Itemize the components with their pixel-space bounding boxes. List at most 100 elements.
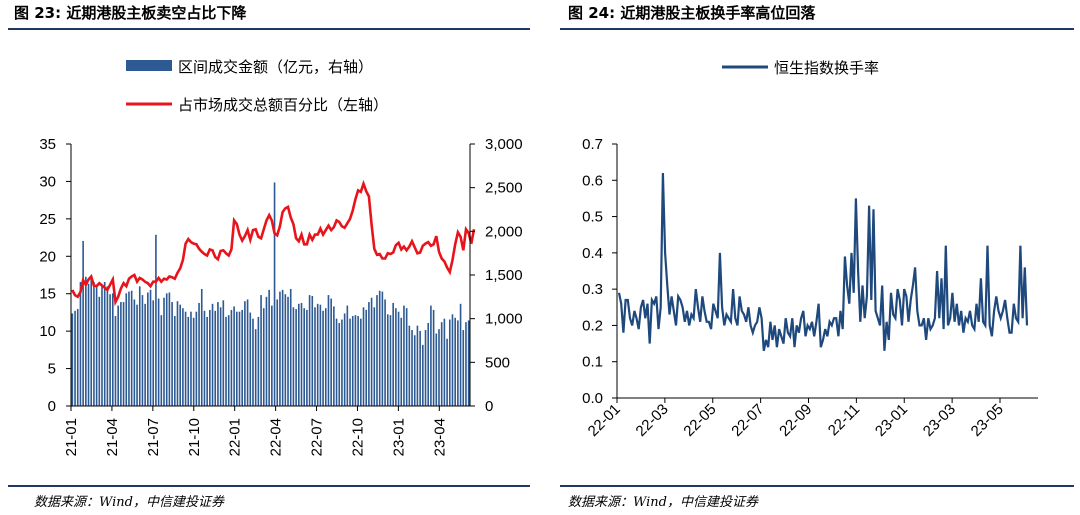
turnover-bar [405, 308, 408, 406]
turnover-bar [235, 311, 238, 406]
turnover-bar [138, 286, 141, 406]
turnover-bar [257, 316, 260, 406]
turnover-bar [219, 307, 222, 406]
left-y-tick-label: 0 [48, 398, 56, 415]
turnover-bar [324, 308, 327, 406]
turnover-bar [209, 309, 211, 406]
x-tick-label: 23-01 [872, 401, 911, 440]
turnover-bar [438, 329, 440, 406]
turnover-bar [241, 309, 243, 406]
turnover-bar [343, 313, 346, 406]
right-chart: 0.00.10.20.30.40.50.60.722-01 22-03 22-05 2… [582, 60, 1038, 440]
turnover-bar [117, 305, 119, 406]
right-y-tick-label: 0 [485, 398, 493, 415]
charts-canvas: 0 5 10 15 20 25 30 35 0 500 1,000 1,500 2,000 2,500 3,… [39, 58, 1038, 456]
turnover-bar [95, 285, 98, 406]
turnover-bar [130, 290, 133, 406]
x-tick-label: 22-07 [728, 401, 767, 440]
turnover-bar [360, 318, 362, 406]
turnover-bar [268, 289, 270, 406]
turnover-bar [341, 319, 343, 406]
left-y-tick-label: 15 [39, 286, 56, 303]
turnover-bar [76, 309, 79, 406]
turnover-bar [82, 240, 84, 406]
turnover-bar [157, 298, 160, 406]
turnover-bar [432, 309, 435, 406]
turnover-bar [111, 293, 114, 406]
turnover-bar [408, 325, 411, 406]
turnover-bar [427, 323, 430, 406]
turnover-bar [351, 316, 354, 406]
right-y-tick-label: 3,000 [485, 136, 523, 153]
turnover-bar [238, 311, 241, 406]
left-chart-legend: 区间成交金额（亿元，右轴） 占市场成交总额百分比（左轴） [126, 58, 388, 114]
turnover-bar [413, 335, 416, 406]
turnover-bar [300, 302, 303, 406]
x-tick-label: 23-03 [920, 401, 959, 440]
turnover-bar [173, 316, 176, 406]
turnover-bar [222, 300, 225, 406]
right-y-tick-label: 2,500 [485, 180, 523, 197]
turnover-bar [141, 295, 144, 406]
turnover-bar [200, 288, 203, 406]
y-tick-label: 0.5 [582, 209, 603, 226]
turnover-bar [389, 315, 392, 406]
left-title-rule [8, 28, 530, 30]
turnover-bar [206, 316, 208, 406]
turnover-bar [149, 289, 152, 406]
x-tick-label: 22-09 [776, 401, 815, 440]
turnover-bar [287, 296, 289, 406]
x-tick-label: 21-04 [104, 418, 121, 456]
y-tick-label: 0.7 [582, 136, 603, 153]
x-tick-label: 22-01 [227, 418, 244, 456]
turnover-bar [330, 298, 332, 406]
turnover-bar [252, 318, 254, 406]
hsi-turnover-line [617, 172, 1029, 352]
turnover-bar [416, 325, 419, 406]
y-tick-label: 0.1 [582, 354, 603, 371]
left-y-tick-label: 20 [39, 248, 56, 265]
turnover-bar [308, 295, 311, 406]
turnover-bar [136, 304, 138, 406]
turnover-bar [281, 289, 284, 406]
turnover-bar [376, 295, 378, 406]
turnover-bar [319, 304, 322, 406]
left-figure-title: 图 23: 近期港股主板卖空占比下降 [14, 4, 247, 22]
turnover-bar [271, 305, 273, 406]
turnover-bar [448, 319, 451, 406]
turnover-bar [362, 307, 365, 406]
turnover-bar [446, 338, 448, 406]
left-chart: 0 5 10 15 20 25 30 35 0 500 1,000 1,500 2,000 2,500 3,… [39, 58, 522, 456]
turnover-bar [440, 322, 443, 406]
turnover-bar [298, 303, 300, 406]
x-tick-label: 22-10 [350, 418, 367, 456]
turnover-bar [335, 318, 338, 406]
turnover-bar [289, 288, 292, 406]
turnover-bar [184, 311, 187, 406]
turnover-bar [87, 283, 90, 406]
y-tick-label: 0.6 [582, 172, 603, 189]
turnover-bar [176, 301, 179, 406]
turnover-bar [195, 311, 198, 406]
x-tick-label: 22-07 [309, 418, 326, 456]
turnover-bar [163, 297, 165, 406]
left-y-tick-label: 25 [39, 211, 56, 228]
turnover-bar [467, 320, 470, 406]
turnover-bar [338, 323, 341, 406]
turnover-bar [155, 234, 157, 406]
right-figure-title: 图 24: 近期港股主板换手率高位回落 [568, 4, 816, 22]
x-tick-label: 21-10 [186, 418, 203, 456]
turnover-bar [306, 309, 308, 406]
turnover-bar [373, 307, 376, 406]
turnover-bar [397, 311, 400, 406]
turnover-bar [122, 302, 125, 406]
turnover-bar [203, 310, 206, 406]
turnover-bar [462, 330, 465, 406]
turnover-bar [314, 307, 316, 406]
left-chart-axes: 0 5 10 15 20 25 30 35 0 500 1,000 1,500 2,000 2,500 3,… [39, 136, 522, 456]
y-tick-label: 0.3 [582, 281, 603, 298]
turnover-bar [217, 302, 219, 406]
turnover-bar [71, 313, 74, 406]
x-tick-label: 22-05 [680, 401, 719, 440]
turnover-bar [292, 307, 295, 406]
